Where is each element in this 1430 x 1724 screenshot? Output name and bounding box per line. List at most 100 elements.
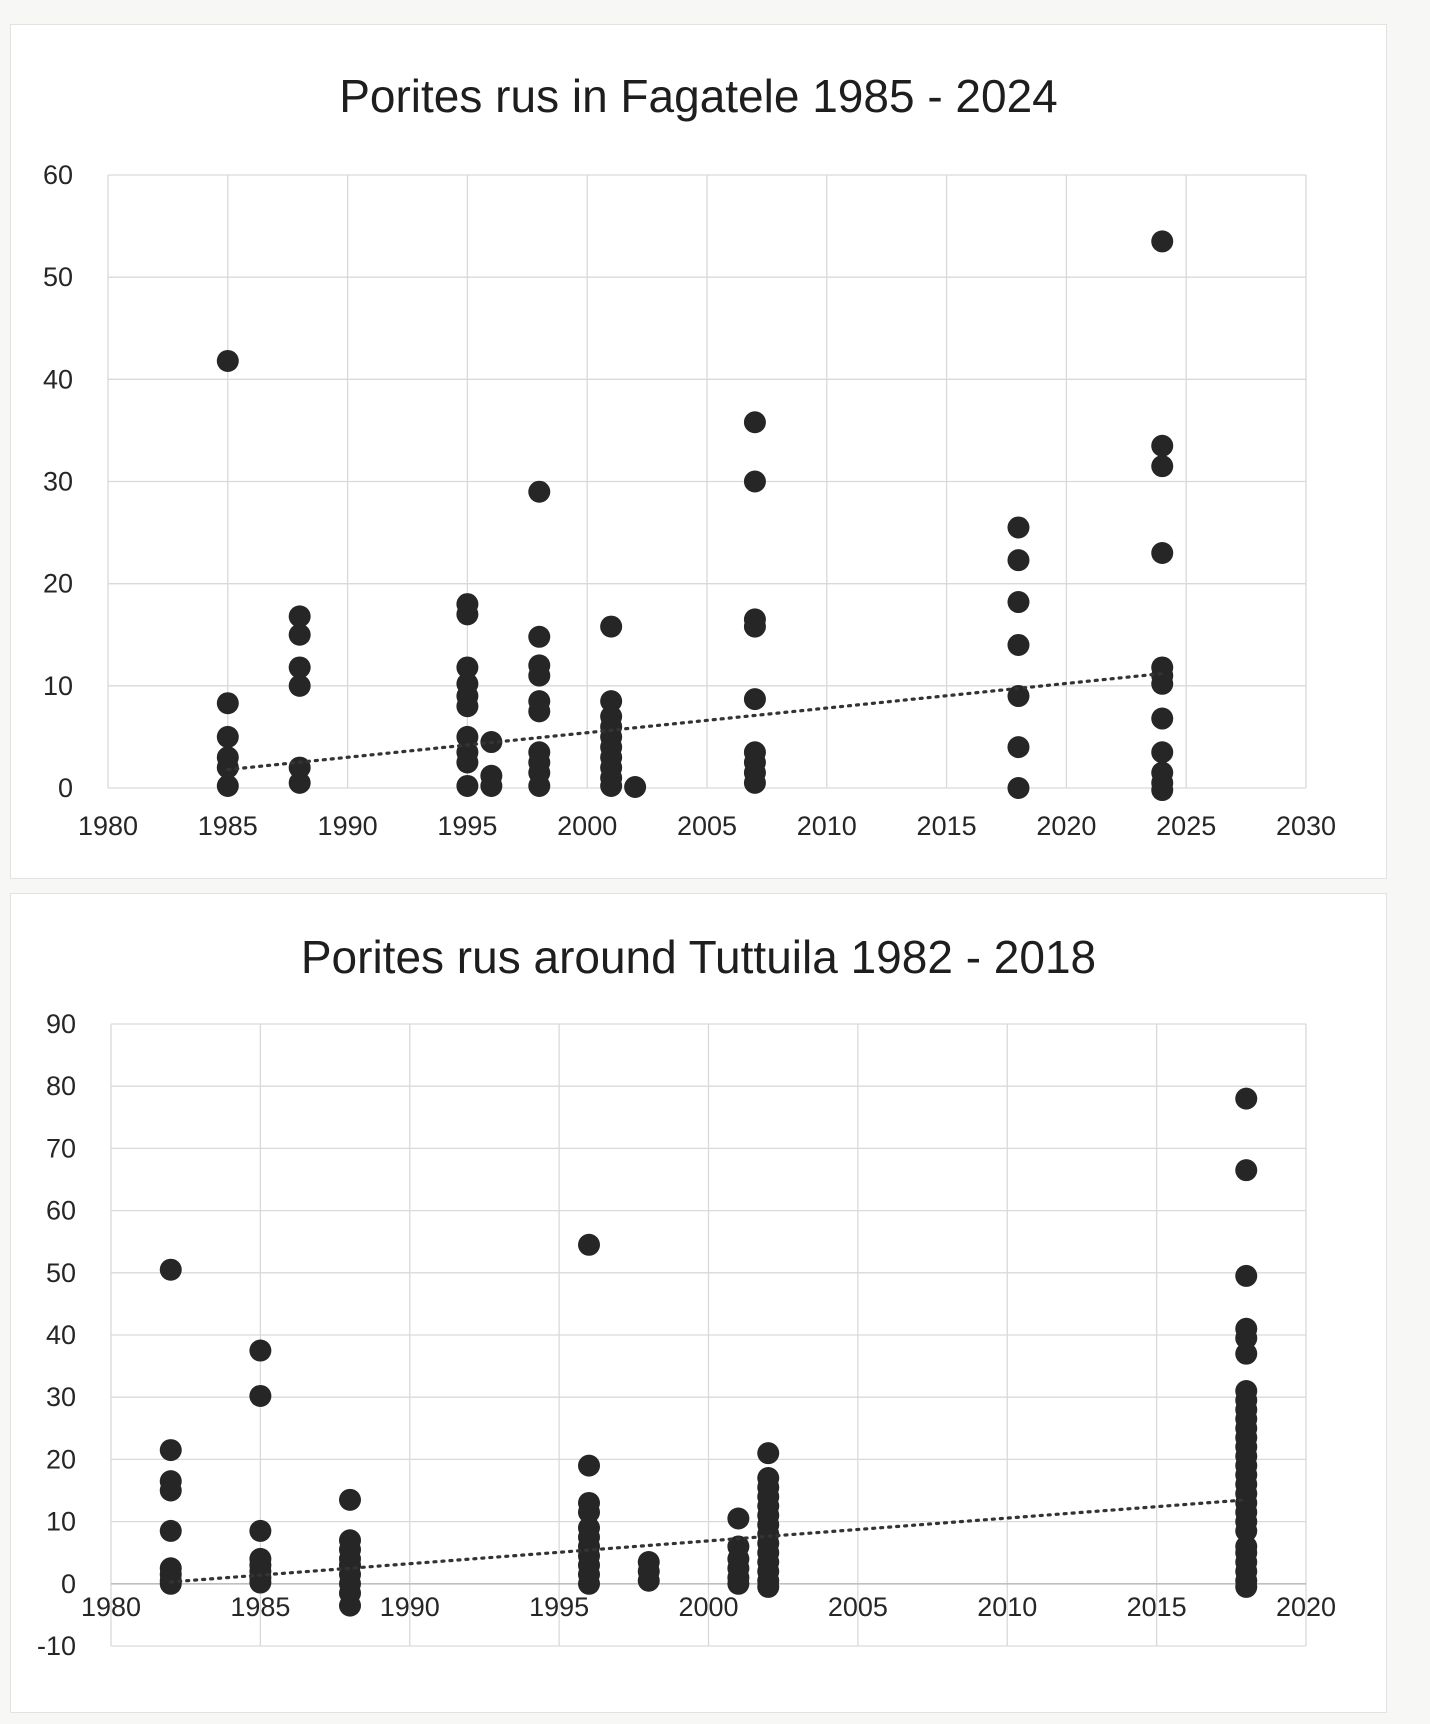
grid-lines <box>107 174 1307 789</box>
scatter-plot-fagatele: 1980 1985 1990 1995 2000 2005 2010 2015 2020 2025… <box>43 160 1336 841</box>
data-point <box>1235 1342 1258 1365</box>
grid-lines <box>110 1023 1307 1647</box>
x-tick-label: 1980 <box>81 1592 141 1622</box>
data-point <box>1007 777 1030 799</box>
x-tick-label: 2015 <box>917 811 977 841</box>
trendline <box>169 1498 1248 1584</box>
data-point <box>249 1571 272 1594</box>
y-tick-label: 20 <box>46 1444 76 1474</box>
tick-labels: 1980 1985 1990 1995 2000 2005 2010 2015 2020 -10 0… <box>37 1009 1336 1661</box>
data-point <box>757 1575 780 1598</box>
data-point <box>216 692 239 715</box>
data-point <box>578 1233 600 1256</box>
data-point <box>1151 707 1174 730</box>
y-tick-label: 0 <box>61 1569 76 1599</box>
data-point <box>637 1569 660 1592</box>
data-point <box>1007 591 1030 614</box>
y-tick-label: 50 <box>43 262 73 292</box>
data-point <box>216 774 239 797</box>
y-tick-label: 90 <box>46 1009 76 1039</box>
data-point <box>249 1339 272 1362</box>
data-point <box>743 771 766 794</box>
chart-panel-tuttuila: Porites rus around Tuttuila 1982 - 2018 … <box>10 893 1387 1713</box>
y-tick-label: 60 <box>46 1196 76 1226</box>
data-point <box>456 656 479 679</box>
data-point <box>288 674 311 697</box>
data-point <box>1151 779 1174 802</box>
data-point <box>456 751 479 774</box>
data-point <box>1235 1264 1258 1287</box>
data-points <box>159 1087 1258 1617</box>
data-point <box>757 1442 780 1465</box>
x-tick-label: 1990 <box>318 811 378 841</box>
data-point <box>727 1507 750 1530</box>
x-tick-label: 2020 <box>1276 1592 1336 1622</box>
x-tick-label: 1995 <box>529 1592 589 1622</box>
data-point <box>743 615 766 638</box>
data-point <box>216 725 239 748</box>
y-tick-label: 70 <box>46 1133 76 1163</box>
data-point <box>159 1439 182 1462</box>
data-point <box>578 1501 600 1524</box>
x-tick-label: 2010 <box>977 1592 1037 1622</box>
data-point <box>249 1519 272 1542</box>
data-point <box>288 623 311 646</box>
chart-panel-fagatele: Porites rus in Fagatele 1985 - 2024 1980… <box>10 24 1387 879</box>
data-point <box>159 1519 182 1542</box>
data-point <box>288 656 311 679</box>
y-tick-label: 30 <box>43 467 73 497</box>
y-tick-label: 40 <box>46 1320 76 1350</box>
data-point <box>528 774 551 797</box>
data-point <box>1007 516 1030 539</box>
y-tick-label: 30 <box>46 1382 76 1412</box>
x-tick-label: 1985 <box>230 1592 290 1622</box>
scatter-plot-tuttuila: 1980 1985 1990 1995 2000 2005 2010 2015 2020 -10 0… <box>37 1009 1336 1661</box>
x-tick-label: 2025 <box>1156 811 1216 841</box>
trendline <box>226 671 1164 772</box>
data-point <box>743 470 766 493</box>
data-point <box>1235 1087 1258 1110</box>
chart-title: Porites rus in Fagatele 1985 - 2024 <box>339 70 1058 122</box>
data-point <box>216 349 239 372</box>
y-tick-label: 50 <box>46 1258 76 1288</box>
y-tick-label: 10 <box>43 671 73 701</box>
data-point <box>249 1384 272 1407</box>
y-tick-label: 0 <box>58 773 73 803</box>
x-tick-label: 1985 <box>198 811 258 841</box>
data-point <box>743 688 766 711</box>
data-point <box>288 771 311 794</box>
x-tick-label: 2030 <box>1276 811 1336 841</box>
x-tick-label: 1995 <box>437 811 497 841</box>
data-point <box>528 480 551 503</box>
y-tick-label: -10 <box>37 1631 76 1661</box>
data-point <box>1007 549 1030 572</box>
data-point <box>456 774 479 797</box>
data-point <box>1235 1575 1258 1598</box>
data-point <box>288 605 311 628</box>
data-point <box>1007 633 1030 656</box>
x-tick-label: 2015 <box>1127 1592 1187 1622</box>
data-point <box>624 775 647 798</box>
x-tick-label: 2005 <box>828 1592 888 1622</box>
data-point <box>578 1572 600 1595</box>
data-point <box>528 625 551 648</box>
x-tick-label: 2010 <box>797 811 857 841</box>
x-tick-label: 2000 <box>678 1592 738 1622</box>
data-point <box>1151 542 1174 565</box>
x-tick-label: 1980 <box>78 811 138 841</box>
data-point <box>600 615 623 638</box>
data-point <box>339 1488 361 1511</box>
y-tick-label: 80 <box>46 1071 76 1101</box>
data-point <box>159 1479 182 1502</box>
data-point <box>1151 455 1174 478</box>
data-point <box>216 756 239 779</box>
data-point <box>528 664 551 687</box>
data-point <box>1007 685 1030 708</box>
data-point <box>456 695 479 718</box>
y-tick-label: 60 <box>43 160 73 190</box>
x-tick-label: 1990 <box>380 1592 440 1622</box>
data-points <box>216 230 1174 802</box>
chart-title: Porites rus around Tuttuila 1982 - 2018 <box>300 931 1097 983</box>
data-point <box>456 725 479 748</box>
data-point <box>480 774 503 797</box>
